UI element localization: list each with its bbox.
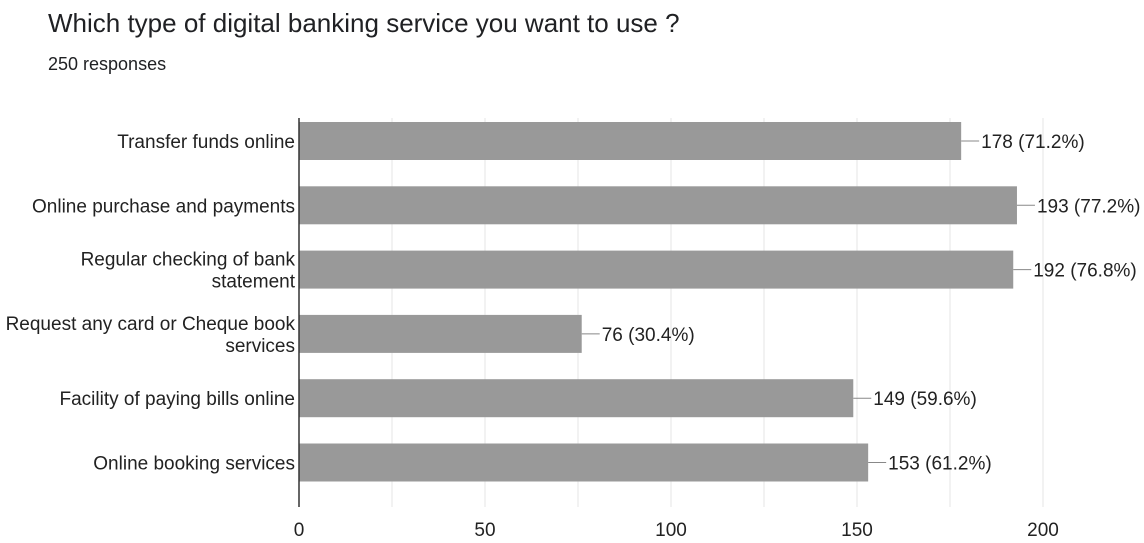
category-label: services [225,336,295,357]
bar [299,379,854,418]
grid-lines [391,118,1044,507]
bars [299,122,1017,482]
category-label: Regular checking of bank [81,250,296,271]
x-tick-label: 200 [1027,520,1059,541]
x-tick-label: 50 [474,520,495,541]
category-label: Request any card or Cheque book [6,314,296,335]
bar [299,314,582,353]
bar [299,250,1014,289]
data-label: 192 (76.8%) [1033,261,1137,282]
data-label: 178 (71.2%) [981,132,1085,153]
x-axis-ticks: 0 50 100 150 200 [294,520,1059,541]
category-labels: Transfer funds online Online purchase and… [6,132,296,475]
category-label: Facility of paying bills online [59,389,295,410]
data-label: 76 (30.4%) [602,325,695,346]
x-tick-label: 150 [841,520,873,541]
response-count: 250 responses [48,54,167,74]
category-label: Online booking services [93,454,295,475]
chart-title: Which type of digital banking service yo… [48,8,680,38]
bar [299,122,962,160]
x-tick-label: 0 [294,520,305,541]
bar [299,186,1017,225]
data-label: 149 (59.6%) [873,389,977,410]
bar [299,443,869,482]
data-label: 153 (61.2%) [888,454,992,475]
category-label: statement [212,272,296,293]
category-label: Online purchase and payments [32,196,295,217]
category-label: Transfer funds online [117,132,295,153]
data-labels: 178 (71.2%) 193 (77.2%) 192 (76.8%) 76 (30.… [581,132,1141,475]
x-tick-label: 100 [655,520,687,541]
data-label: 193 (77.2%) [1037,196,1141,217]
